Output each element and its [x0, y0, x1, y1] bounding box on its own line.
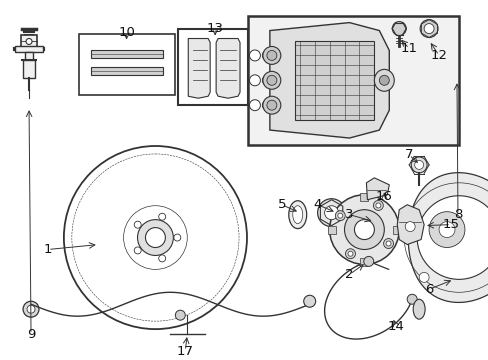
Circle shape	[428, 212, 464, 248]
Ellipse shape	[263, 46, 280, 64]
Circle shape	[174, 234, 181, 241]
Bar	[392, 226, 401, 234]
Bar	[327, 226, 335, 234]
Circle shape	[391, 22, 406, 36]
Circle shape	[354, 220, 374, 239]
Text: 9: 9	[27, 328, 35, 341]
Text: 16: 16	[375, 190, 392, 203]
Ellipse shape	[266, 50, 276, 60]
Circle shape	[363, 256, 373, 266]
Bar	[79, 33, 175, 95]
Circle shape	[373, 201, 383, 211]
Circle shape	[438, 222, 454, 238]
Text: 7: 7	[404, 148, 413, 161]
Circle shape	[345, 249, 355, 259]
Circle shape	[145, 228, 165, 248]
Bar	[23, 60, 35, 78]
Polygon shape	[188, 39, 210, 98]
Text: 17: 17	[177, 345, 193, 357]
Circle shape	[416, 196, 488, 279]
Text: 4: 4	[313, 198, 321, 211]
Text: 10: 10	[118, 26, 135, 39]
Ellipse shape	[288, 201, 306, 229]
Ellipse shape	[249, 100, 260, 111]
Circle shape	[419, 19, 437, 37]
Ellipse shape	[263, 96, 280, 114]
Circle shape	[414, 161, 423, 170]
Bar	[360, 258, 367, 266]
Circle shape	[418, 273, 428, 282]
Circle shape	[134, 247, 141, 254]
Ellipse shape	[249, 50, 260, 61]
Circle shape	[26, 39, 32, 45]
Polygon shape	[396, 205, 423, 244]
Polygon shape	[216, 39, 240, 98]
Bar	[91, 67, 163, 75]
Ellipse shape	[262, 100, 273, 111]
Ellipse shape	[292, 206, 302, 224]
Polygon shape	[407, 173, 488, 302]
Ellipse shape	[249, 75, 260, 86]
Bar	[247, 15, 458, 145]
Text: 13: 13	[206, 22, 223, 35]
Circle shape	[303, 295, 315, 307]
Circle shape	[383, 239, 393, 248]
Circle shape	[407, 294, 416, 304]
Ellipse shape	[412, 299, 424, 319]
Circle shape	[137, 220, 173, 256]
Bar	[15, 46, 43, 53]
Text: 6: 6	[424, 283, 432, 296]
Ellipse shape	[266, 100, 276, 110]
Ellipse shape	[262, 75, 273, 86]
Circle shape	[27, 305, 35, 313]
Ellipse shape	[266, 75, 276, 85]
Circle shape	[175, 310, 185, 320]
Circle shape	[23, 301, 39, 317]
Circle shape	[324, 206, 338, 220]
Circle shape	[329, 195, 398, 265]
Circle shape	[317, 199, 345, 226]
Ellipse shape	[374, 69, 393, 91]
Ellipse shape	[263, 71, 280, 89]
Circle shape	[405, 222, 414, 231]
Text: 15: 15	[442, 218, 459, 231]
Text: 3: 3	[345, 208, 353, 221]
Circle shape	[134, 221, 141, 228]
Text: 1: 1	[43, 243, 52, 256]
Bar	[21, 35, 37, 49]
Circle shape	[159, 213, 165, 220]
Polygon shape	[269, 23, 388, 138]
Text: 8: 8	[453, 208, 461, 221]
Circle shape	[159, 255, 165, 262]
Text: 2: 2	[345, 268, 353, 281]
Circle shape	[347, 251, 352, 256]
Bar	[91, 50, 163, 58]
Text: 5: 5	[277, 198, 285, 211]
Circle shape	[344, 210, 384, 249]
Bar	[294, 41, 374, 120]
Circle shape	[64, 146, 246, 329]
Ellipse shape	[262, 50, 273, 61]
Polygon shape	[366, 178, 388, 200]
Text: 11: 11	[400, 42, 417, 55]
Text: 12: 12	[429, 49, 447, 62]
Circle shape	[375, 203, 380, 208]
Bar	[25, 53, 33, 60]
Circle shape	[379, 75, 388, 85]
Bar	[178, 28, 247, 105]
Circle shape	[337, 213, 342, 218]
Text: 14: 14	[387, 320, 404, 333]
Bar	[360, 193, 367, 201]
Circle shape	[423, 24, 433, 33]
Circle shape	[410, 157, 426, 173]
Circle shape	[335, 211, 345, 221]
Circle shape	[386, 241, 390, 246]
